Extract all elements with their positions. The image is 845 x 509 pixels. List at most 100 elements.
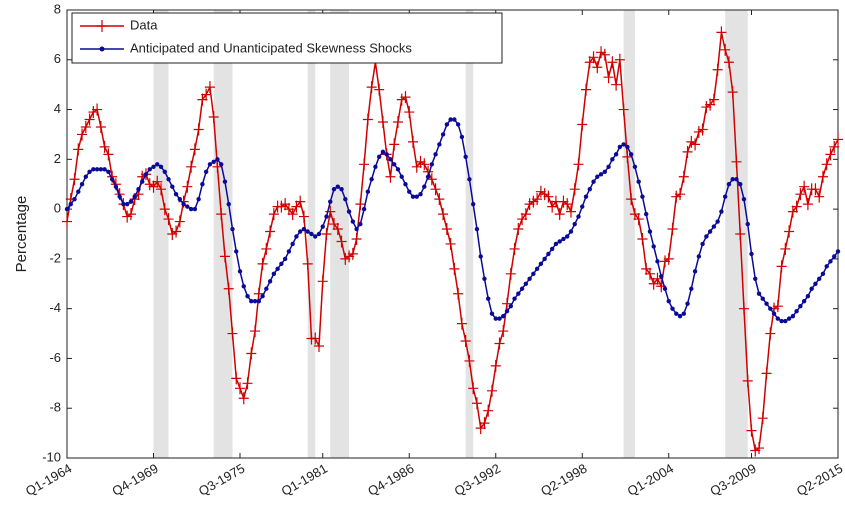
data-marker (708, 93, 719, 106)
data-marker (735, 228, 746, 240)
data-marker (727, 86, 738, 99)
data-marker (444, 122, 450, 127)
data-marker (204, 81, 215, 94)
data-marker (170, 184, 175, 189)
data-marker (516, 291, 521, 296)
data-marker (62, 215, 72, 228)
data-marker (723, 56, 734, 69)
data-marker (76, 189, 81, 194)
y-tick-label: 8 (54, 1, 61, 16)
data-marker (426, 173, 437, 186)
data-marker (234, 249, 239, 254)
data-marker (814, 190, 825, 203)
data-marker (801, 299, 807, 304)
data-marker (419, 158, 430, 171)
legend-box (71, 12, 503, 64)
y-tick-label: -4 (49, 300, 61, 315)
data-marker (95, 120, 106, 133)
data-marker (185, 204, 190, 209)
data-marker (445, 237, 456, 250)
data-marker (576, 214, 581, 219)
data-marker (561, 236, 566, 242)
data-marker (241, 284, 246, 289)
data-marker (305, 229, 310, 234)
data-marker (534, 266, 540, 272)
data-marker (791, 200, 802, 213)
data-marker (523, 281, 529, 286)
data-marker (265, 225, 276, 238)
data-marker (753, 276, 758, 281)
data-marker (715, 219, 720, 224)
data-marker (301, 226, 307, 232)
data-marker (339, 187, 344, 192)
data-marker (385, 170, 396, 183)
data-marker (113, 184, 119, 189)
data-marker (685, 301, 690, 306)
data-marker (162, 169, 167, 174)
data-marker (275, 266, 280, 272)
data-marker (313, 340, 324, 352)
data-marker (223, 282, 234, 295)
data-marker (448, 117, 453, 122)
data-marker (140, 179, 145, 184)
data-marker (271, 271, 277, 277)
data-marker (249, 299, 254, 304)
data-marker (602, 169, 608, 174)
data-marker (681, 311, 686, 316)
data-marker (98, 167, 104, 172)
data-marker (468, 382, 479, 395)
data-marker (354, 226, 359, 232)
data-marker (482, 276, 487, 281)
data-marker (399, 174, 404, 179)
data-marker (775, 316, 781, 321)
data-marker (734, 177, 739, 182)
data-marker (719, 209, 724, 214)
data-marker (437, 142, 442, 147)
data-marker (587, 187, 592, 192)
data-marker (746, 424, 757, 437)
data-marker (260, 294, 265, 299)
data-marker (519, 286, 525, 291)
data-marker (678, 170, 689, 183)
data-marker (479, 417, 490, 430)
data-marker (389, 138, 400, 151)
data-marker (408, 135, 419, 148)
data-marker (362, 113, 373, 126)
data-marker (215, 157, 220, 162)
data-marker (250, 325, 261, 338)
data-marker (128, 199, 134, 204)
data-marker (626, 193, 637, 206)
data-marker (742, 374, 753, 387)
data-marker (489, 311, 495, 316)
shaded-period (153, 10, 169, 458)
data-marker (768, 306, 773, 311)
data-marker (208, 111, 219, 124)
data-marker (158, 164, 164, 169)
data-marker (83, 174, 89, 179)
data-marker (290, 241, 295, 247)
data-marker (757, 412, 768, 425)
data-marker (324, 214, 329, 219)
y-tick-label: 4 (54, 101, 61, 116)
x-tick-label: Q2-2015 (794, 461, 845, 499)
data-marker (798, 303, 803, 309)
data-marker (77, 128, 88, 141)
data-marker (325, 205, 336, 218)
data-marker (392, 162, 397, 167)
data-marker (361, 206, 367, 212)
data-marker (242, 377, 253, 390)
data-marker (677, 313, 683, 319)
data-marker (410, 194, 416, 199)
data-marker (279, 261, 284, 267)
data-marker (820, 271, 826, 277)
data-marker (91, 167, 96, 172)
data-marker (692, 269, 698, 274)
data-marker (192, 206, 198, 212)
data-marker (764, 301, 769, 306)
data-marker (189, 143, 200, 156)
data-marker (403, 182, 408, 187)
data-marker (749, 251, 754, 257)
data-marker (257, 257, 268, 270)
data-marker (512, 296, 517, 301)
data-marker (456, 317, 467, 330)
